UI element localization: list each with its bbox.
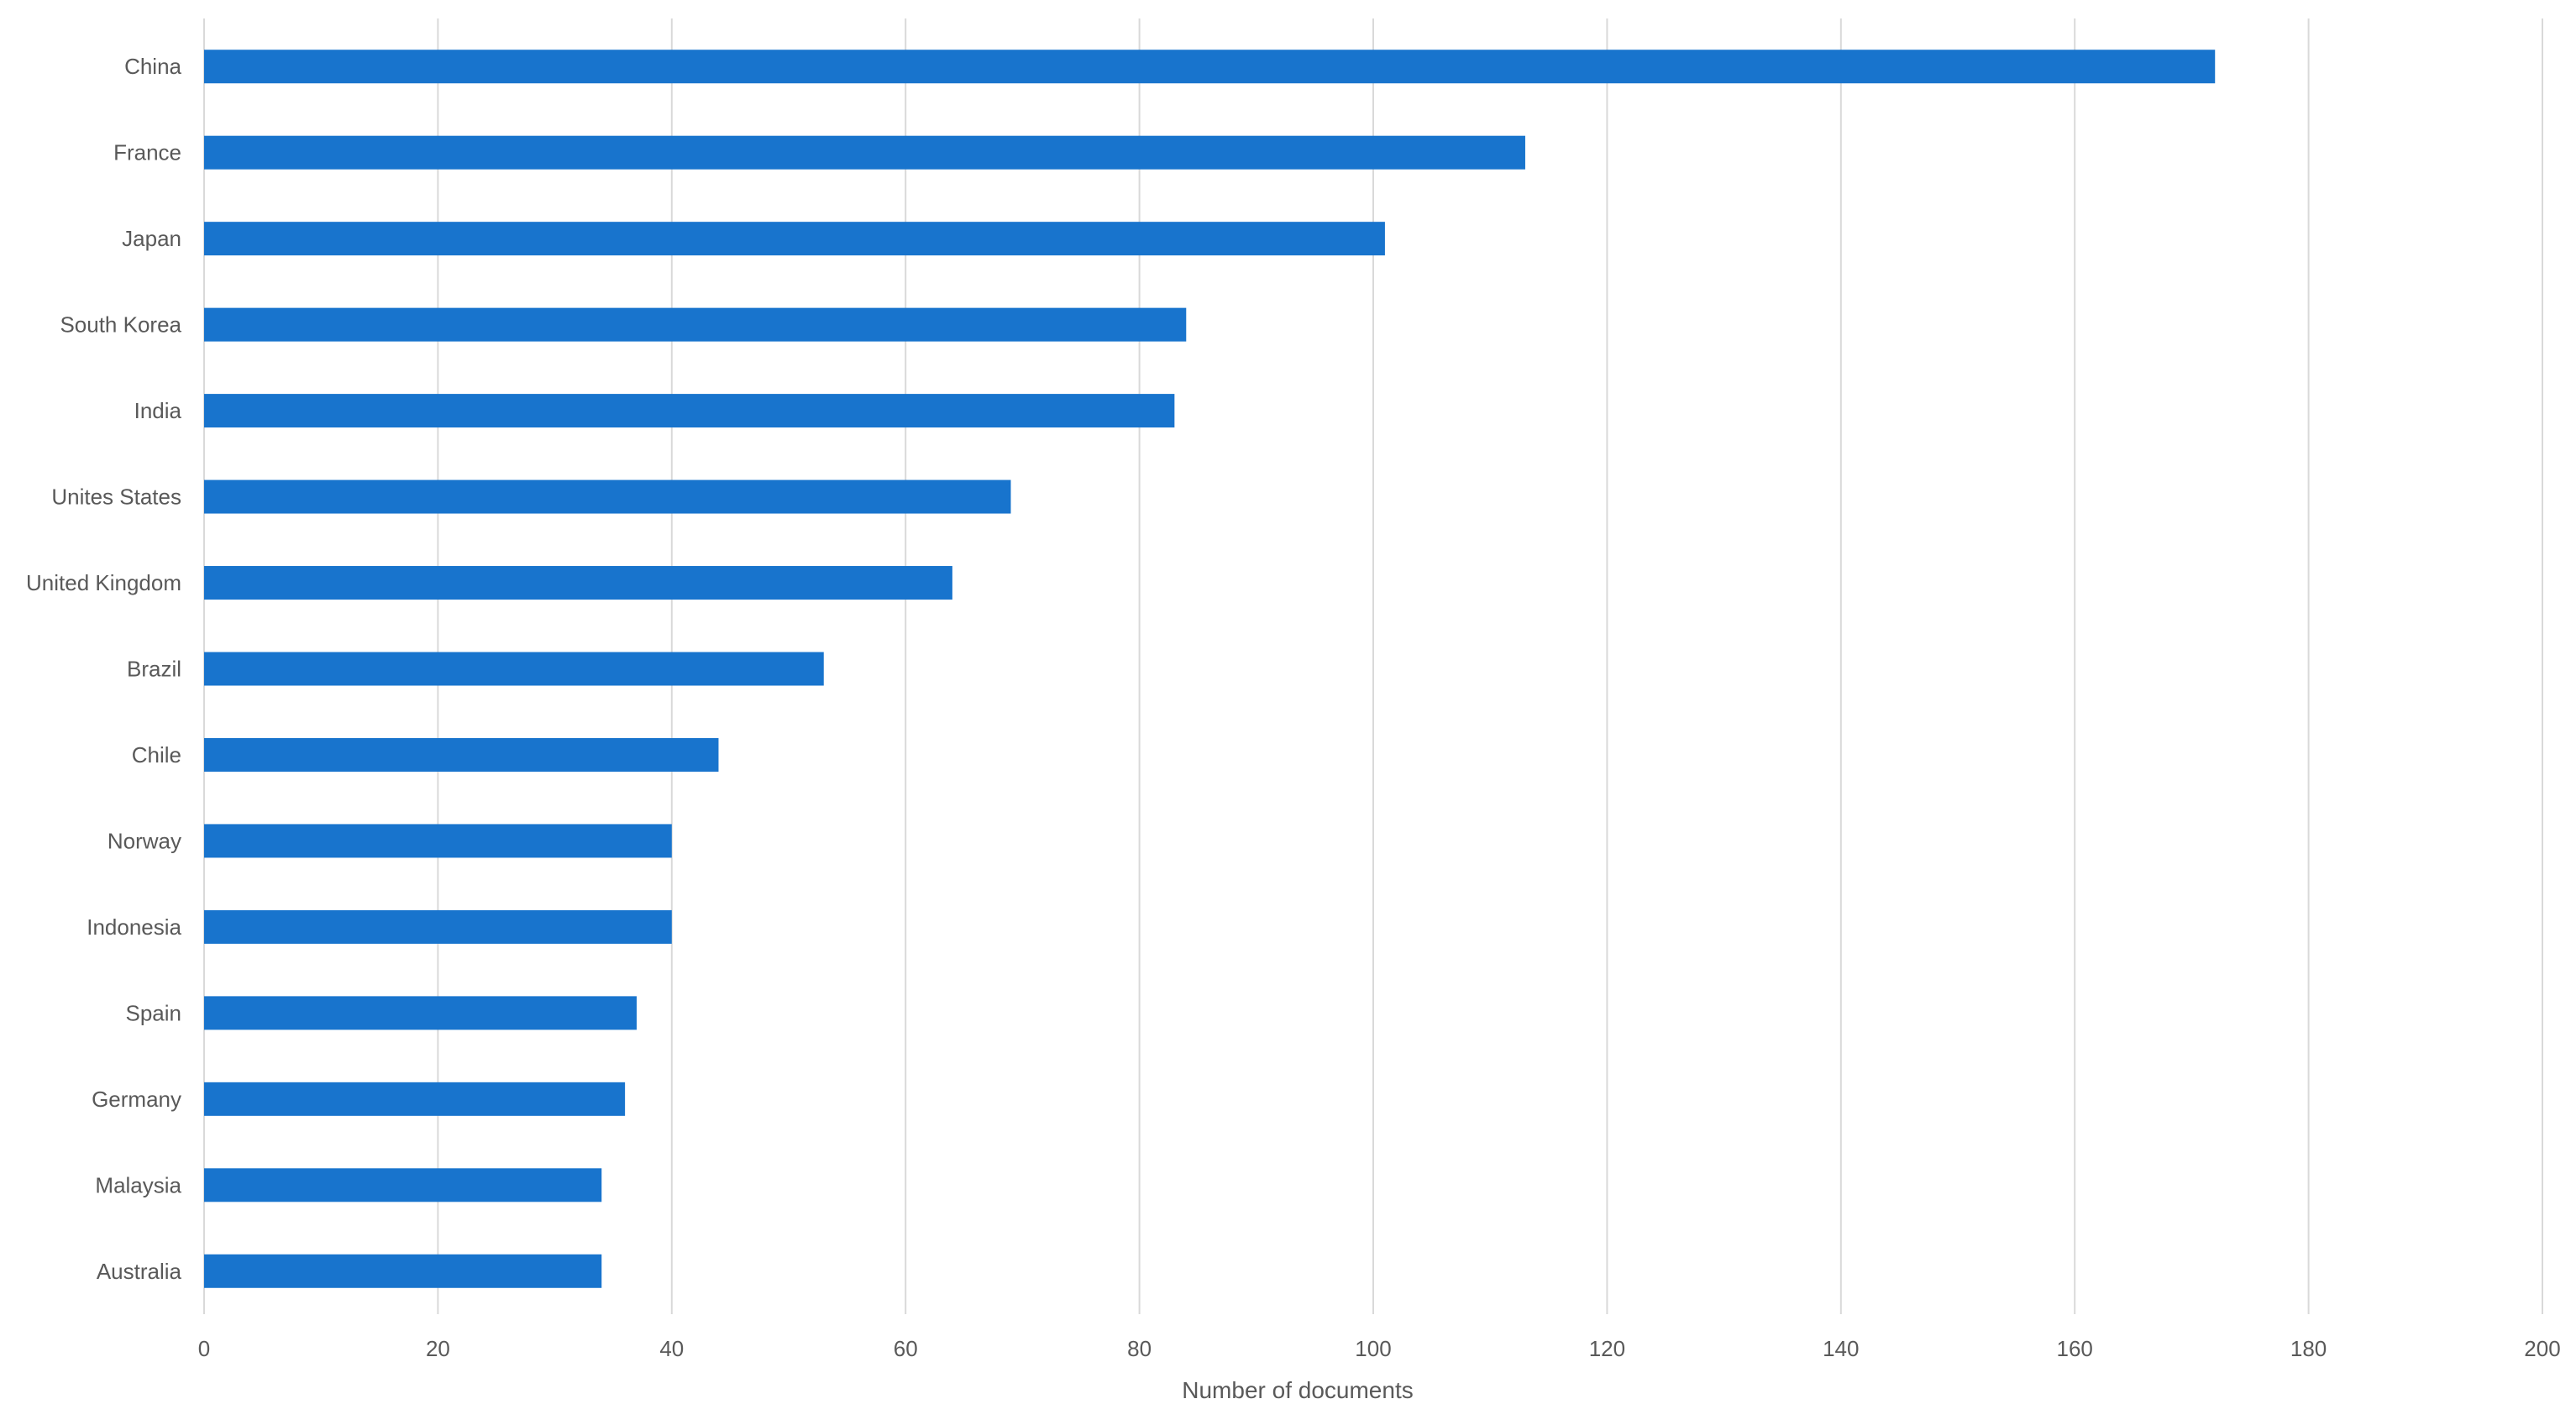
bar-united-kingdom: [204, 566, 952, 600]
bar-norway: [204, 824, 672, 858]
category-label: India: [134, 398, 182, 423]
category-label: South Korea: [60, 312, 181, 338]
bar-france: [204, 135, 1525, 170]
x-tick-label: 160: [2057, 1336, 2093, 1361]
x-tick-label: 180: [2290, 1336, 2327, 1361]
category-label: Australia: [97, 1259, 182, 1284]
category-label: Japan: [122, 226, 181, 251]
category-label: Malaysia: [95, 1172, 181, 1197]
category-label: Indonesia: [87, 914, 181, 940]
x-tick-label: 200: [2524, 1336, 2560, 1361]
x-tick-label: 140: [1823, 1336, 1859, 1361]
category-label: Chile: [132, 742, 181, 768]
x-tick-label: 0: [198, 1336, 210, 1361]
category-labels: China France Japan South Korea India Unites S…: [26, 54, 182, 1284]
category-label: China: [124, 54, 181, 79]
x-tick-labels: 0 20 40 60 80 100 120 140 160 180 200: [198, 1336, 2561, 1361]
category-label: Unites States: [51, 485, 181, 510]
category-label: Spain: [126, 1000, 182, 1025]
x-tick-label: 20: [426, 1336, 450, 1361]
bar-indonesia: [204, 909, 672, 944]
bar-brazil: [204, 652, 824, 686]
x-tick-label: 80: [1127, 1336, 1152, 1361]
category-label: Brazil: [127, 657, 181, 682]
bars: [204, 50, 2216, 1288]
bar-chile: [204, 737, 719, 772]
x-tick-label: 60: [894, 1336, 918, 1361]
bar-south-korea: [204, 307, 1187, 342]
x-tick-label: 40: [659, 1336, 684, 1361]
category-label: United Kingdom: [26, 570, 181, 595]
bar-unites-states: [204, 479, 1011, 514]
bar-germany: [204, 1082, 626, 1116]
x-tick-label: 100: [1355, 1336, 1391, 1361]
category-label: France: [113, 140, 181, 165]
category-label: Germany: [92, 1087, 181, 1112]
bar-australia: [204, 1254, 602, 1288]
bar-japan: [204, 222, 1385, 256]
bar-india: [204, 394, 1175, 428]
bar-malaysia: [204, 1168, 602, 1202]
bar-spain: [204, 996, 637, 1030]
bar-china: [204, 50, 2216, 84]
category-label: Norway: [108, 828, 181, 853]
x-tick-label: 120: [1589, 1336, 1625, 1361]
x-axis-title: Number of documents: [1182, 1377, 1413, 1403]
